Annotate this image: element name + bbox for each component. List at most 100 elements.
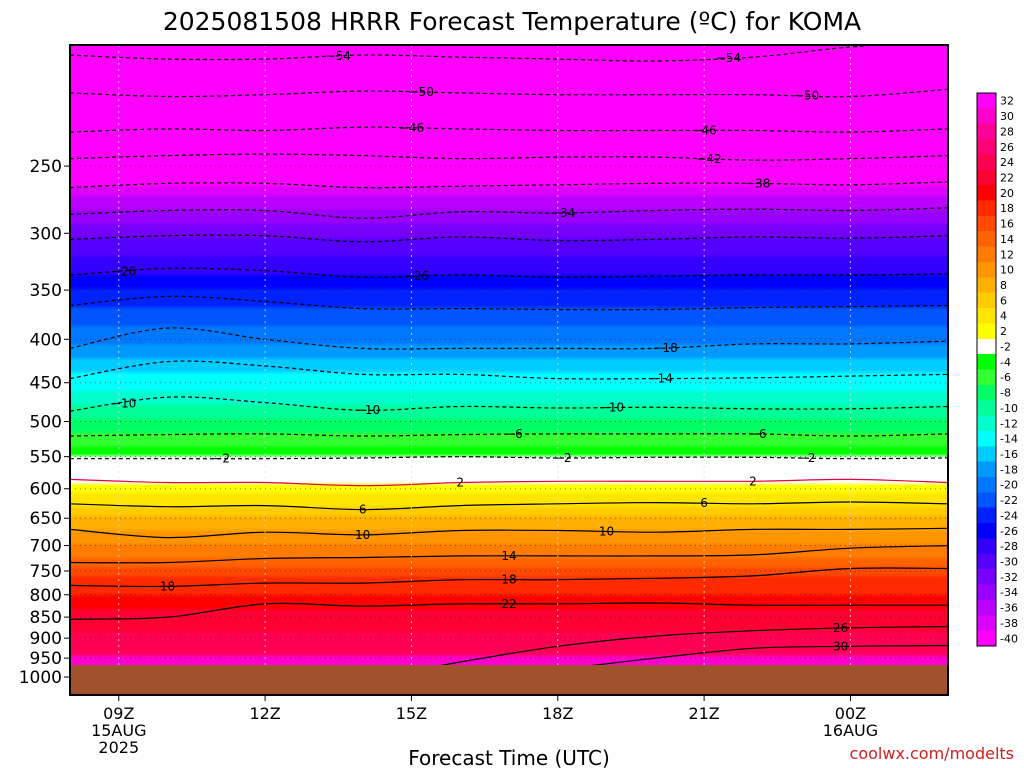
contour-line: [70, 456, 948, 460]
contour-label: 18: [160, 579, 175, 593]
colorbar-label: 4: [1000, 310, 1007, 323]
x-tick-label: 09Z: [103, 704, 134, 723]
y-tick-label: 500: [30, 413, 62, 433]
colorbar-labels: 32 30 28 26 24 22 20 18 16 14 12 10 8 6 4 2 -2 -4 -6 -8 -10 -…: [1000, 95, 1018, 646]
contour-line: [70, 88, 948, 98]
colorbar-label: -12: [1000, 417, 1018, 430]
contour-label: −6: [505, 427, 523, 441]
contour-label: 10: [599, 524, 614, 538]
contour-line: [70, 527, 948, 539]
contour-label: 10: [355, 528, 370, 542]
x-axis-label: Forecast Time (UTC): [408, 746, 610, 768]
colorbar-label: 30: [1000, 110, 1014, 123]
y-tick-label: 250: [30, 157, 62, 177]
x-tick-label: 18Z: [542, 704, 573, 723]
contour-label: −6: [749, 427, 767, 441]
colorbar-label: -6: [1000, 371, 1011, 384]
contour-label: 6: [359, 503, 367, 517]
contour-label: −2: [798, 451, 816, 465]
colorbar-label: 10: [1000, 264, 1014, 277]
colorbar-scale: [976, 92, 997, 647]
y-tick-label: 400: [30, 330, 62, 350]
credit-text: coolwx.com/modelts: [850, 744, 1014, 763]
y-tick-label: 750: [30, 562, 62, 582]
colorbar-label: -8: [1000, 387, 1011, 400]
x-tick-label: 2025: [98, 738, 139, 757]
x-tick-label: 16AUG: [823, 721, 878, 740]
contour-line: [70, 181, 948, 189]
colorbar-label: -26: [1000, 525, 1018, 538]
colorbar-label: 20: [1000, 187, 1014, 200]
contour-label: 2: [749, 474, 757, 488]
y-axis: 2503003504004505005506006507007508008509…: [19, 157, 70, 688]
contour-label: −10: [355, 403, 380, 417]
y-tick-label: 950: [30, 649, 62, 669]
contour-label: 14: [501, 549, 516, 563]
contour-line: [70, 501, 948, 511]
colorbar-label: 16: [1000, 218, 1014, 231]
contour-label: 18: [501, 573, 516, 587]
contour-label: 2: [456, 476, 464, 490]
colorbar: 32 30 28 26 24 22 20 18 16 14 12 10 8 6 4 2 -2 -4 -6 -8 -10 -…: [976, 92, 1018, 647]
contour-label: −10: [111, 396, 136, 410]
temperature-fill: [70, 45, 948, 695]
colorbar-label: -30: [1000, 556, 1018, 569]
colorbar-label: -16: [1000, 448, 1018, 461]
colorbar-label: -22: [1000, 494, 1018, 507]
plot-area: [70, 45, 948, 695]
contour-label: −26: [111, 264, 136, 278]
contour-line: [70, 602, 948, 620]
contour-line: [70, 478, 948, 487]
contour-line: [70, 545, 948, 564]
colorbar-label: -40: [1000, 632, 1018, 645]
y-tick-label: 1000: [19, 668, 62, 688]
colorbar-label: -36: [1000, 602, 1018, 615]
colorbar-label: -20: [1000, 479, 1018, 492]
y-tick-label: 550: [30, 448, 62, 468]
y-tick-label: 600: [30, 480, 62, 500]
y-tick-label: 350: [30, 281, 62, 301]
contour-label: 26: [833, 621, 848, 635]
below-ground-area: [70, 665, 948, 695]
contour-label: −26: [404, 269, 429, 283]
contour-label: −14: [648, 372, 673, 386]
y-tick-label: 900: [30, 629, 62, 649]
chart-title: 2025081508 HRRR Forecast Temperature (ºC…: [163, 7, 861, 36]
y-tick-label: 850: [30, 608, 62, 628]
contour-label: −18: [652, 341, 677, 355]
contour-line: [70, 396, 948, 412]
grid-lines: [70, 45, 948, 695]
colorbar-label: 28: [1000, 125, 1014, 138]
contour-label: −54: [716, 51, 741, 65]
contour-line: [70, 433, 948, 437]
plot-frame: [69, 44, 949, 696]
colorbar-label: -14: [1000, 433, 1018, 446]
contour-label: 30: [833, 639, 848, 653]
contour-line: [70, 360, 948, 380]
colorbar-label: -2: [1000, 340, 1011, 353]
colorbar-label: -38: [1000, 617, 1018, 630]
contour-label: −34: [550, 206, 575, 220]
x-tick-label: 21Z: [688, 704, 719, 723]
colorbar-label: 22: [1000, 171, 1014, 184]
contour-label: −42: [696, 152, 721, 166]
colorbar-label: 2: [1000, 325, 1007, 338]
contour-label: 22: [501, 597, 516, 611]
colorbar-label: -4: [1000, 356, 1011, 369]
colorbar-label: -24: [1000, 509, 1018, 522]
colorbar-label: 26: [1000, 141, 1014, 154]
contour-line: [70, 153, 948, 161]
colorbar-label: 8: [1000, 279, 1007, 292]
colorbar-label: -32: [1000, 571, 1018, 584]
colorbar-label: 14: [1000, 233, 1014, 246]
x-tick-label: 00Z: [835, 704, 866, 723]
colorbar-label: 6: [1000, 294, 1007, 307]
contour-label: −46: [691, 124, 716, 138]
contour-label: −50: [794, 89, 819, 103]
colorbar-label: 32: [1000, 95, 1014, 108]
y-tick-label: 800: [30, 586, 62, 606]
contour-labels: −54 −54−50 −50−46 −46−42−38−34−26 −26−18−14−…: [111, 49, 848, 653]
colorbar-label: -10: [1000, 402, 1018, 415]
